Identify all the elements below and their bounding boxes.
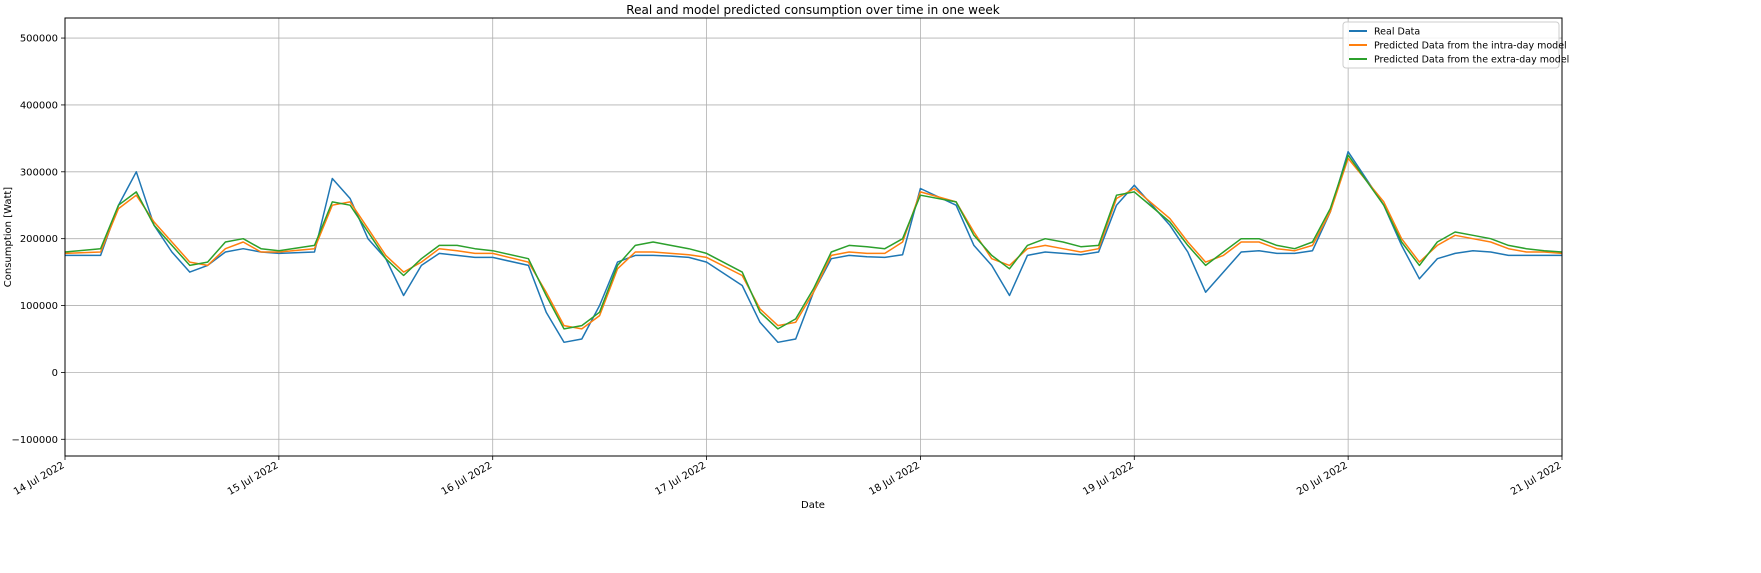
legend-label: Real Data (1374, 27, 1420, 38)
series-line (64, 157, 1563, 330)
y-tick-label: 100000 (20, 301, 58, 312)
y-tick-label: 300000 (20, 167, 58, 178)
series-layer (64, 150, 1563, 344)
plot-frame (64, 17, 1563, 457)
y-axis-label: Consumption [Watt] (3, 187, 14, 288)
legend-label: Predicted Data from the intra-day model (1374, 41, 1567, 52)
series-line (64, 154, 1563, 330)
legend-label: Predicted Data from the extra-day model (1374, 55, 1569, 66)
x-axis-label: Date (801, 500, 825, 511)
y-tick-label: 500000 (20, 34, 58, 45)
legend-box (1342, 21, 1560, 69)
y-tick-label: 400000 (20, 100, 58, 111)
chart-title: Real and model predicted consumption ove… (626, 3, 999, 17)
y-tick-label: 0 (52, 368, 58, 379)
y-tick-label: −100000 (11, 435, 58, 446)
legend: Real Data Predicted Data from the intra-d… (1342, 21, 1569, 69)
y-axis: −100000 0 100000 200000 300000 400000 500000 (11, 34, 65, 446)
y-tick-label: 200000 (20, 234, 58, 245)
